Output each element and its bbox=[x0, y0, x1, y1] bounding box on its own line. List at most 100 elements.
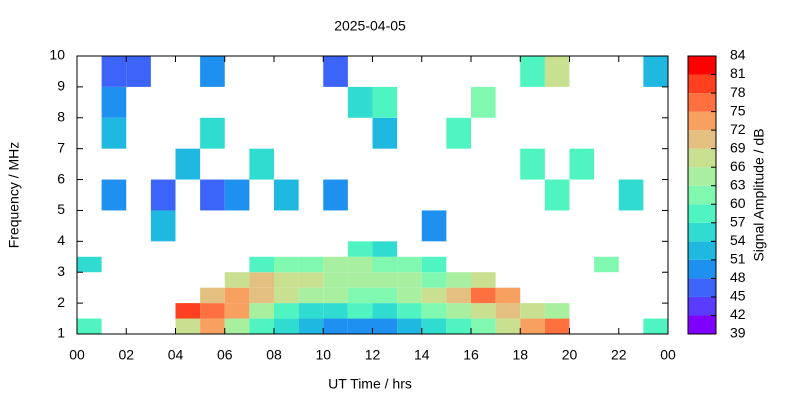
heat-cell bbox=[495, 287, 521, 304]
x-tick-label: 12 bbox=[365, 347, 381, 363]
heat-cell bbox=[471, 287, 496, 304]
colorbar-tick-label: 66 bbox=[730, 158, 746, 174]
heat-cell bbox=[421, 318, 447, 334]
heat-cell bbox=[569, 148, 595, 180]
heat-cell bbox=[298, 256, 324, 273]
heat-cell bbox=[421, 210, 447, 242]
heat-cell bbox=[372, 272, 398, 288]
heat-cell bbox=[421, 287, 447, 304]
heat-cell bbox=[618, 179, 644, 211]
heat-cell bbox=[77, 318, 102, 334]
colorbar-swatch bbox=[688, 259, 716, 279]
heat-cell bbox=[126, 56, 151, 87]
heat-cell bbox=[274, 256, 299, 273]
colorbar-swatch bbox=[688, 93, 716, 112]
heat-cell bbox=[101, 56, 127, 87]
heat-cell bbox=[175, 318, 201, 334]
heat-cell bbox=[372, 241, 398, 257]
heat-cell bbox=[446, 287, 471, 304]
heat-cell bbox=[397, 318, 422, 334]
colorbar-swatch bbox=[688, 148, 716, 168]
colorbar-tick-label: 48 bbox=[730, 269, 746, 285]
heat-cell bbox=[471, 272, 496, 288]
heat-cell bbox=[323, 318, 348, 334]
heat-cell bbox=[347, 318, 373, 334]
y-tick-label: 1 bbox=[57, 325, 65, 341]
heat-cell bbox=[520, 303, 545, 319]
heat-cell bbox=[274, 287, 299, 304]
y-tick-label: 5 bbox=[57, 201, 65, 217]
colorbar-tick-label: 69 bbox=[730, 139, 746, 155]
heat-cell bbox=[446, 303, 471, 319]
x-tick-label: 20 bbox=[562, 347, 578, 363]
colorbar-tick-label: 57 bbox=[730, 214, 746, 230]
heat-cell bbox=[471, 303, 496, 319]
heat-cell bbox=[594, 256, 619, 273]
heat-cell bbox=[323, 256, 348, 273]
heat-cell bbox=[544, 179, 570, 211]
heat-cell bbox=[298, 272, 324, 288]
heat-cell bbox=[249, 148, 274, 180]
heat-cell bbox=[175, 148, 201, 180]
heat-cell bbox=[200, 318, 225, 334]
heat-cell bbox=[347, 86, 373, 118]
heat-cell bbox=[200, 179, 225, 211]
heat-cell bbox=[249, 287, 274, 304]
heat-cell bbox=[495, 303, 521, 319]
colorbar-tick-label: 75 bbox=[730, 102, 746, 118]
heat-cell bbox=[372, 318, 398, 334]
heat-cell bbox=[421, 256, 447, 273]
heat-cell bbox=[200, 303, 225, 319]
heat-cell bbox=[298, 318, 324, 334]
heat-cell bbox=[175, 303, 201, 319]
colorbar-tick-label: 72 bbox=[730, 121, 746, 137]
heat-cell bbox=[249, 318, 274, 334]
colorbar-tick-label: 45 bbox=[730, 288, 746, 304]
heat-cell bbox=[421, 272, 447, 288]
colorbar-tick-label: 81 bbox=[730, 65, 746, 81]
y-tick-label: 8 bbox=[57, 108, 65, 124]
y-tick-label: 9 bbox=[57, 78, 65, 94]
heat-cell bbox=[372, 86, 398, 118]
heat-cell bbox=[200, 56, 225, 87]
heat-cell bbox=[323, 56, 348, 87]
heat-cell bbox=[347, 303, 373, 319]
heat-cell bbox=[274, 179, 299, 211]
colorbar-tick-label: 63 bbox=[730, 176, 746, 192]
heat-cell bbox=[249, 272, 274, 288]
x-tick-label: 00 bbox=[660, 347, 676, 363]
heat-cell bbox=[495, 318, 521, 334]
heat-cell bbox=[397, 272, 422, 288]
y-tick-label: 7 bbox=[57, 139, 65, 155]
heat-cell bbox=[397, 287, 422, 304]
heat-cell bbox=[224, 272, 250, 288]
heat-cell bbox=[347, 287, 373, 304]
heat-cell bbox=[544, 303, 570, 319]
colorbar-swatch bbox=[688, 74, 716, 94]
heat-cell bbox=[372, 287, 398, 304]
y-axis-label: Frequency / MHz bbox=[6, 142, 22, 249]
colorbar-swatch bbox=[688, 278, 716, 297]
heat-cell bbox=[77, 256, 102, 273]
heat-cell bbox=[274, 272, 299, 288]
heat-cell bbox=[298, 303, 324, 319]
heat-cell bbox=[249, 303, 274, 319]
heat-cell bbox=[520, 318, 545, 334]
heat-cell bbox=[347, 272, 373, 288]
chart-title: 2025-04-05 bbox=[334, 18, 406, 34]
heat-cell bbox=[347, 256, 373, 273]
heat-cell bbox=[224, 179, 250, 211]
heat-cell bbox=[347, 241, 373, 257]
colorbar-tick-label: 42 bbox=[730, 306, 746, 322]
heat-cell bbox=[643, 318, 668, 334]
heat-cell bbox=[200, 287, 225, 304]
colorbar-swatch bbox=[688, 185, 716, 205]
heat-cell bbox=[298, 287, 324, 304]
x-tick-label: 02 bbox=[118, 347, 134, 363]
colorbar-tick-label: 84 bbox=[730, 47, 746, 63]
heat-cell bbox=[101, 117, 127, 149]
heat-cell bbox=[421, 303, 447, 319]
heat-cell bbox=[101, 86, 127, 118]
colorbar-swatch bbox=[688, 167, 716, 186]
colorbar-label: Signal Amplitude / dB bbox=[751, 128, 767, 261]
